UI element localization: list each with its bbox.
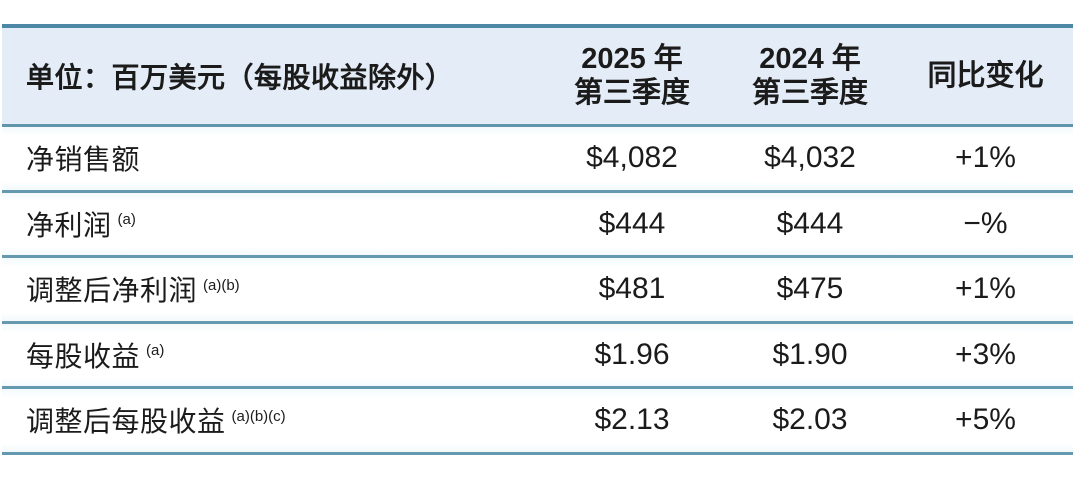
value-cell-q3-2025: $1.96 (542, 324, 722, 387)
value-yoy: −% (963, 206, 1008, 240)
header-yoy-cell: 同比变化 (898, 28, 1073, 124)
table-row-net-sales: 净销售额 $4,082 $4,032 +1% (2, 127, 1073, 193)
header-q3-2025-cell: 2025 年 第三季度 (542, 28, 722, 124)
row-label: 每股收益 (a) (26, 340, 165, 372)
value-q3-2024: $444 (776, 206, 844, 240)
row-label: 调整后每股收益 (a)(b)(c) (26, 406, 286, 438)
footnote-marker: (a)(b)(c) (231, 407, 286, 425)
value-cell-yoy: +1% (898, 127, 1073, 190)
value-q3-2025: $4,082 (586, 141, 678, 175)
value-yoy: +3% (955, 337, 1016, 371)
column-header-line1: 2025 年 (581, 43, 683, 75)
column-header-yoy: 同比变化 (927, 59, 1043, 93)
value-q3-2024: $475 (776, 272, 844, 306)
column-header-line2: 第三季度 (751, 77, 868, 109)
unit-label: 单位：百万美元（每股收益除外） (26, 62, 454, 93)
value-q3-2025: $444 (598, 206, 666, 240)
row-label: 净销售额 (26, 144, 141, 176)
footnote-marker: (a)(b) (203, 276, 240, 294)
value-cell-q3-2024: $475 (722, 258, 898, 321)
column-header-line1: 同比变化 (927, 60, 1044, 92)
value-cell-yoy: +5% (898, 389, 1073, 452)
column-header-q3-2025: 2025 年 第三季度 (574, 42, 690, 110)
table-header-row: 单位：百万美元（每股收益除外） 2025 年 第三季度 2024 年 第三季度 … (2, 24, 1073, 127)
table-row-net-income: 净利润 (a) $444 $444 −% (2, 192, 1073, 258)
table-row-eps: 每股收益 (a) $1.96 $1.90 +3% (2, 323, 1073, 389)
value-q3-2024: $1.90 (772, 337, 848, 371)
value-q3-2025: $481 (598, 272, 666, 306)
value-cell-q3-2024: $1.90 (722, 324, 898, 387)
value-q3-2024: $4,032 (764, 141, 856, 175)
row-label-cell: 净利润 (a) (2, 193, 542, 256)
value-cell-yoy: −% (898, 193, 1073, 256)
value-cell-yoy: +3% (898, 324, 1073, 387)
value-yoy: +5% (955, 403, 1016, 437)
value-cell-q3-2025: $4,082 (542, 127, 722, 190)
row-label-cell: 净销售额 (2, 127, 542, 190)
row-label-cell: 每股收益 (a) (2, 324, 542, 387)
header-unit-label-cell: 单位：百万美元（每股收益除外） (2, 28, 542, 124)
row-label-cell: 调整后每股收益 (a)(b)(c) (2, 389, 542, 452)
quarterly-results-table: 单位：百万美元（每股收益除外） 2025 年 第三季度 2024 年 第三季度 … (2, 24, 1073, 455)
value-cell-yoy: +1% (898, 258, 1073, 321)
row-label: 调整后净利润 (a)(b) (26, 275, 240, 307)
value-cell-q3-2025: $2.13 (542, 389, 722, 452)
value-yoy: +1% (955, 272, 1016, 306)
value-q3-2025: $2.13 (594, 403, 670, 437)
footnote-marker: (a) (117, 211, 136, 229)
row-label-cell: 调整后净利润 (a)(b) (2, 258, 542, 321)
value-cell-q3-2024: $4,032 (722, 127, 898, 190)
value-cell-q3-2025: $481 (542, 258, 722, 321)
value-cell-q3-2024: $444 (722, 193, 898, 256)
footnote-marker: (a) (146, 342, 165, 360)
header-q3-2024-cell: 2024 年 第三季度 (722, 28, 898, 124)
column-header-q3-2024: 2024 年 第三季度 (752, 42, 868, 110)
value-yoy: +1% (955, 141, 1016, 175)
table-row-adjusted-eps: 调整后每股收益 (a)(b)(c) $2.13 $2.03 +5% (2, 389, 1073, 455)
value-cell-q3-2025: $444 (542, 193, 722, 256)
row-label: 净利润 (a) (26, 209, 136, 241)
value-q3-2025: $1.96 (594, 337, 670, 371)
column-header-line1: 2024 年 (759, 43, 861, 75)
column-header-line2: 第三季度 (573, 77, 690, 109)
table-row-adjusted-net-income: 调整后净利润 (a)(b) $481 $475 +1% (2, 258, 1073, 324)
value-cell-q3-2024: $2.03 (722, 389, 898, 452)
value-q3-2024: $2.03 (772, 403, 848, 437)
